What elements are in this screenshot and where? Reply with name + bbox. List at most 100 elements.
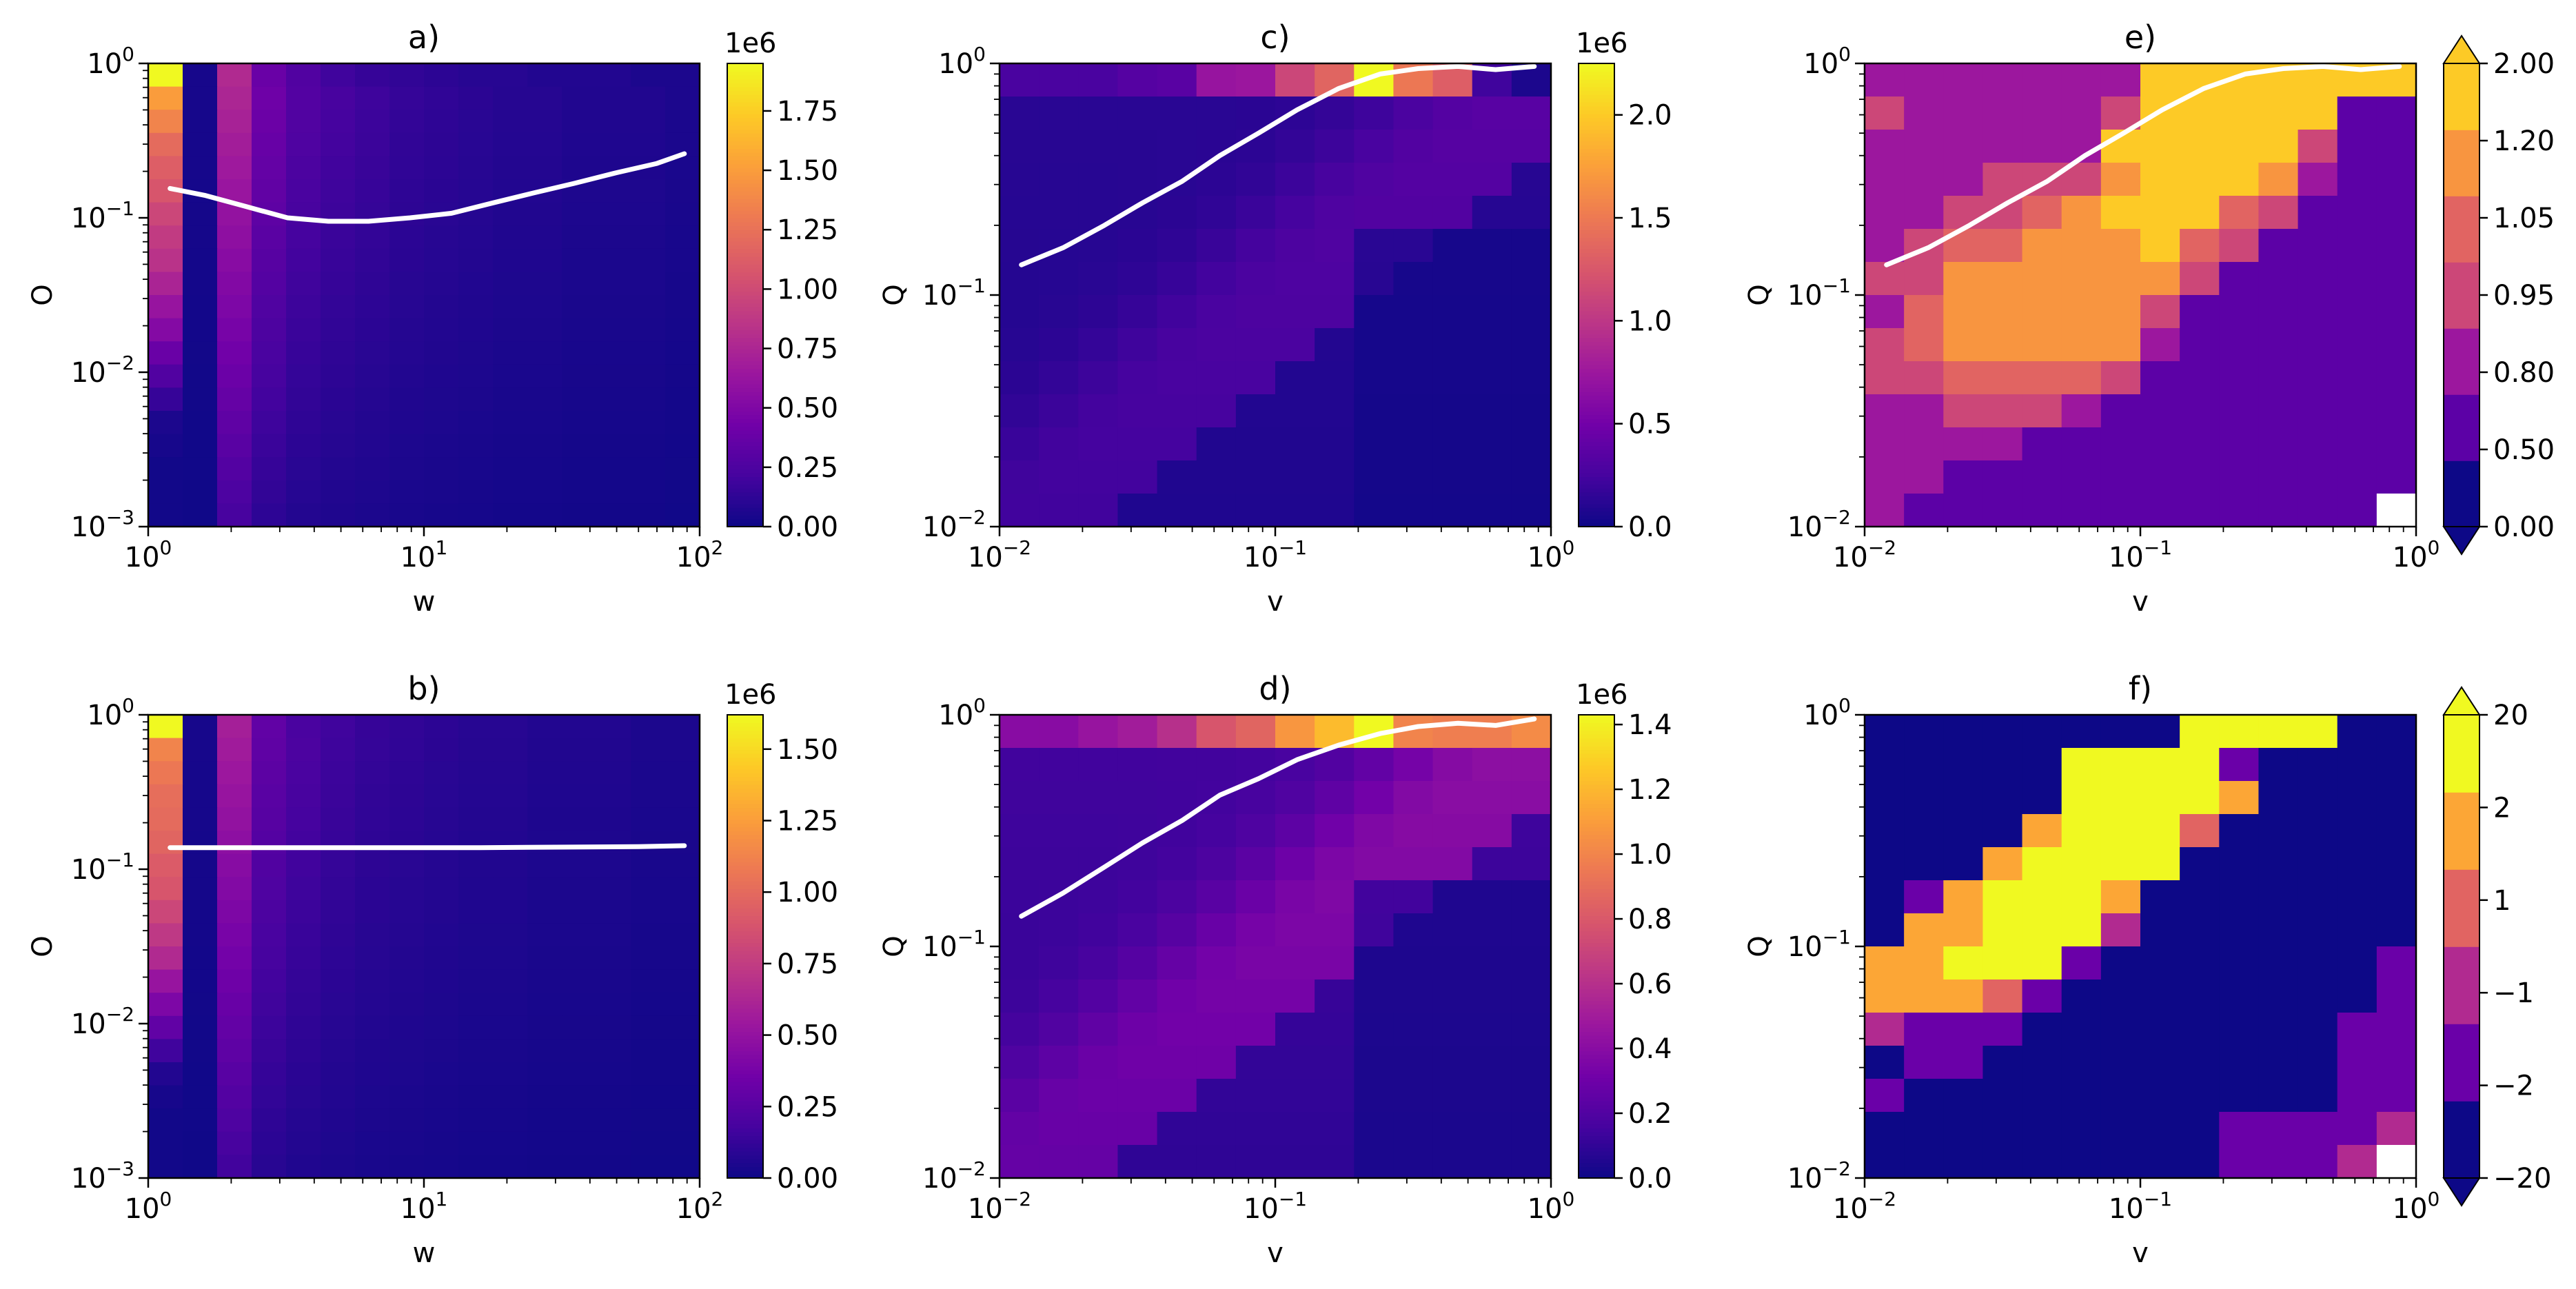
heatmap-cell [1000,163,1039,196]
heatmap-cells [1865,63,2417,527]
heatmap-cell [631,1039,666,1063]
heatmap-cell [1943,295,1984,329]
colorbar-segment [1579,900,1614,905]
colorbar-segment [1579,1035,1614,1040]
colorbar-segment [1579,1101,1614,1106]
colorbar-segment [1579,214,1614,219]
heatmap-cell [1472,847,1512,881]
heatmap-cell [424,900,459,924]
heatmap-cell [1904,1112,1944,1146]
heatmap-cell [458,1108,494,1133]
colorbar-segment [1579,341,1614,346]
heatmap-cell [424,179,459,203]
heatmap-cell [2180,130,2220,163]
heatmap-cell [527,831,562,855]
colorbar-segment [1579,1039,1614,1044]
heatmap-cell [286,1085,321,1109]
heatmap-cell [2061,361,2102,395]
heatmap-cell [1196,196,1237,230]
heatmap-cell [1039,295,1079,329]
heatmap-cell [493,110,528,134]
heatmap-cell [2298,295,2338,329]
x-tick-label: 10−1 [2109,1188,2172,1225]
heatmap-cell [1315,163,1355,196]
colorbar-tick-label: 0.75 [777,948,838,980]
heatmap-cell [665,831,700,855]
heatmap-cell [1432,781,1473,815]
heatmap-cell [1432,1079,1473,1113]
colorbar-segment [727,83,763,88]
heatmap-cell [665,1015,700,1039]
heatmap-cell [1157,196,1197,230]
colorbar-segment [1579,322,1614,327]
heatmap-cell [389,1015,425,1039]
colorbar-segment [727,361,763,365]
heatmap-cell [217,503,252,527]
heatmap-cell [2061,494,2102,527]
heatmap-cell [148,63,183,88]
colorbar-segment [1579,152,1614,157]
heatmap-cell [458,86,494,110]
heatmap-cell [321,853,356,877]
colorbar-segment [1579,969,1614,974]
colorbar-segment [1579,931,1614,935]
colorbar-segment [1579,1131,1614,1137]
heatmap-cell [2258,163,2299,196]
colorbar-segment [1579,267,1614,273]
heatmap-cell [527,295,562,319]
heatmap-cell [148,715,183,739]
heatmap-cell [458,364,494,388]
heatmap-cell [1117,814,1158,848]
heatmap-cell [1196,394,1237,428]
colorbar-segment [727,931,763,935]
colorbar-segment [727,988,763,993]
colorbar-segment [1579,241,1614,245]
colorbar-segment [1579,74,1614,80]
colorbar-segment [1579,361,1614,365]
colorbar-segment [727,996,763,1002]
heatmap-cell [286,503,321,527]
heatmap-cell [2022,1112,2062,1146]
colorbar-segment [1579,480,1614,485]
heatmap-cell [389,457,425,481]
panel-title: f) [2129,670,2152,707]
colorbar-segment [727,850,763,855]
colorbar-segment [727,291,763,296]
heatmap-cell [458,923,494,947]
heatmap-cell [1943,814,1984,848]
colorbar-frame [1578,714,1615,1179]
heatmap-cell [562,248,597,272]
heatmap-cell [665,715,700,739]
heatmap-cell [286,1015,321,1039]
heatmap-cell [1275,1046,1315,1079]
colorbar-tick-label: 1.20 [2493,125,2555,157]
y-axis-label: Q [1743,284,1775,305]
heatmap-cell [493,86,528,110]
colorbar-segment [727,1066,763,1070]
colorbar-segment [1579,334,1614,338]
colorbar-segment [1579,337,1614,342]
colorbar-segment [727,1162,763,1167]
heatmap-cell [1511,262,1552,296]
colorbar-tick-label: 1.2 [1628,774,1672,806]
heatmap-cell [1865,1046,1905,1079]
heatmap-cell [665,946,700,971]
colorbar-segment [727,422,763,427]
colorbar-segment [727,403,763,408]
heatmap-cell [1511,880,1552,914]
heatmap-cell [1472,980,1512,1013]
heatmap-cell [1865,494,1905,527]
heatmap-cell [493,387,528,412]
y-tick-label: 10−2 [71,352,134,389]
heatmap-cell [148,969,183,993]
heatmap-cell [562,738,597,762]
colorbar-tick-label: 0.00 [777,511,838,543]
heatmap-cell [1117,460,1158,494]
heatmap-cell [252,831,287,855]
x-tick-label: 100 [2393,536,2440,574]
colorbar-segment [1579,488,1614,493]
heatmap-cell [1235,361,1276,395]
heatmap-cell [1393,97,1434,130]
heatmap-cell [596,132,631,156]
heatmap-cell [1904,814,1944,848]
